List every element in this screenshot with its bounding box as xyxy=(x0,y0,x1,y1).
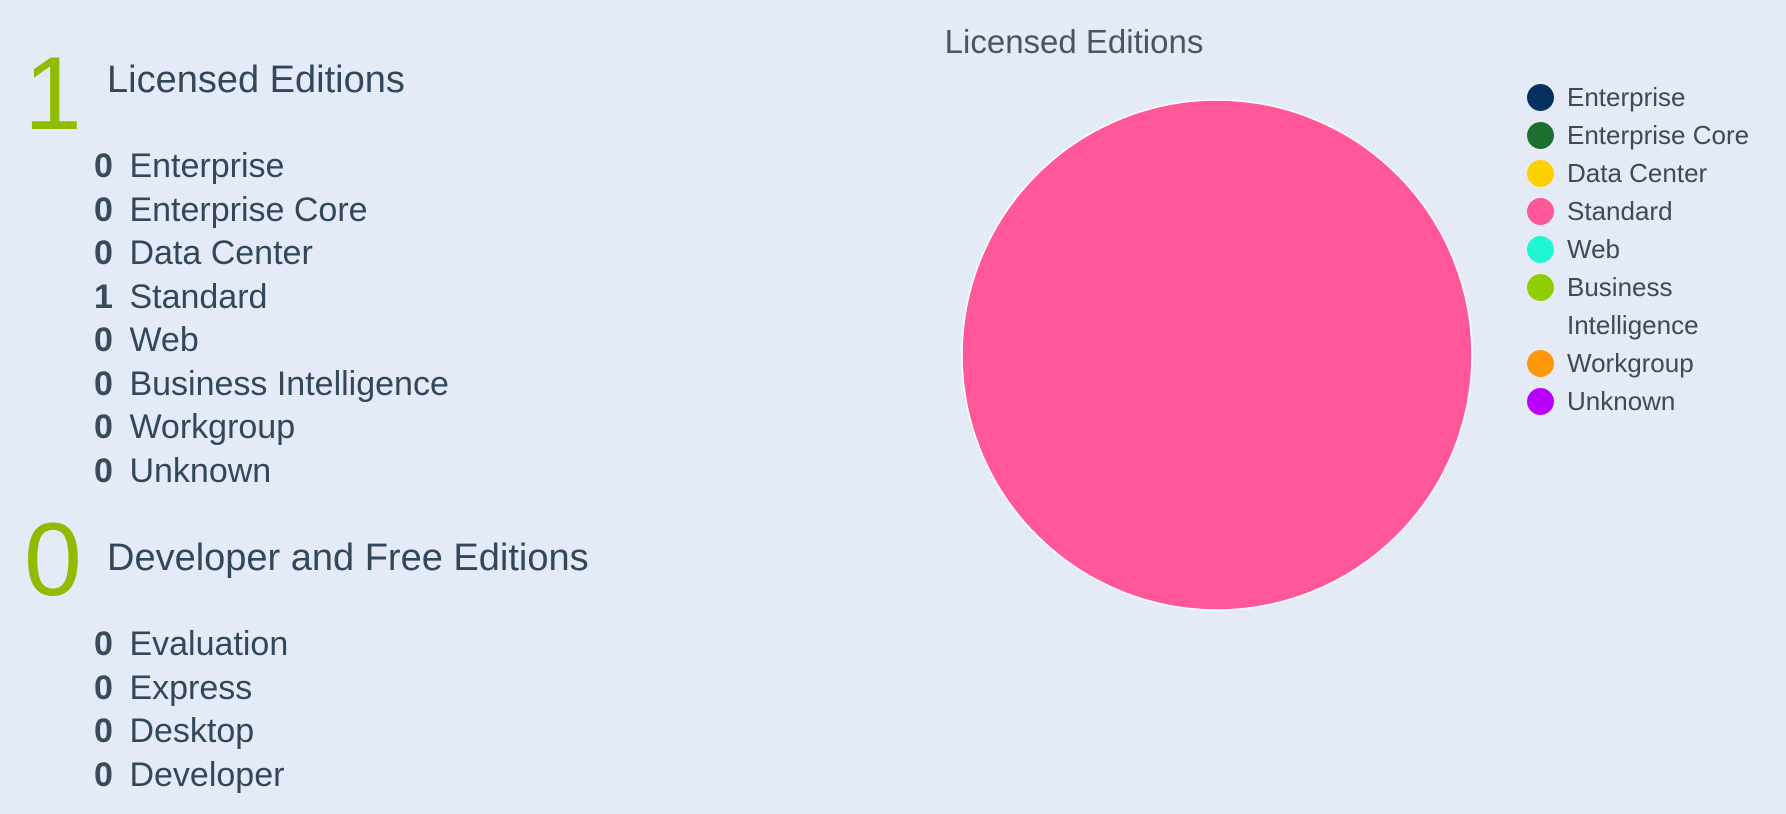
legend-item-workgroup[interactable]: Workgroup xyxy=(1525,344,1777,382)
legend-label: Unknown xyxy=(1567,386,1676,416)
edition-label: Desktop xyxy=(129,712,255,750)
edition-count: 1 xyxy=(94,277,113,316)
edition-count: 0 xyxy=(94,147,113,185)
legend-item-unknown[interactable]: Unknown xyxy=(1525,382,1777,420)
list-item: 0 Developer xyxy=(94,754,288,798)
legend-item-data-center[interactable]: Data Center xyxy=(1525,154,1777,192)
legend-swatch xyxy=(1527,160,1554,187)
legend-swatch xyxy=(1527,388,1554,415)
edition-label: Developer xyxy=(129,755,285,794)
edition-count: 0 xyxy=(94,321,113,359)
list-item: 0 Express xyxy=(94,667,288,711)
licensed-edition-list: 0 Enterprise 0 Enterprise Core 0 Data Ce… xyxy=(94,145,449,493)
legend-item-enterprise-core[interactable]: Enterprise Core xyxy=(1525,116,1777,154)
list-item: 0 Workgroup xyxy=(94,406,449,450)
pie-chart xyxy=(961,99,1473,611)
edition-label: Business Intelligence xyxy=(129,364,449,403)
edition-count: 0 xyxy=(94,190,113,229)
list-item: 0 Business Intelligence xyxy=(94,363,449,407)
legend-label: Enterprise xyxy=(1567,82,1686,112)
edition-label: Unknown xyxy=(129,451,272,490)
list-item: 0 Web xyxy=(94,319,449,363)
legend-label: Standard xyxy=(1567,196,1673,226)
edition-count: 0 xyxy=(94,364,113,403)
chart-title: Licensed Editions xyxy=(944,23,1204,60)
edition-label: Workgroup xyxy=(129,408,296,446)
edition-summary: 1 Licensed Editions 0 Enterprise 0 Enter… xyxy=(0,0,800,814)
pie-slice-standard[interactable] xyxy=(961,99,1473,611)
licensed-title: Licensed Editions xyxy=(107,59,405,101)
edition-label: Web xyxy=(129,321,199,359)
legend-swatch xyxy=(1527,84,1554,111)
legend-label: Enterprise Core xyxy=(1567,120,1750,150)
edition-count: 0 xyxy=(94,755,113,794)
edition-count: 0 xyxy=(94,668,113,707)
edition-count: 0 xyxy=(94,408,113,446)
legend-swatch xyxy=(1527,122,1554,149)
legend-label: Web xyxy=(1567,234,1620,264)
edition-label: Enterprise xyxy=(129,147,285,185)
edition-count: 0 xyxy=(94,451,113,490)
legend-item-enterprise[interactable]: Enterprise xyxy=(1525,78,1777,116)
list-item: 0 Data Center xyxy=(94,232,449,276)
edition-label: Data Center xyxy=(129,234,313,272)
edition-count: 0 xyxy=(94,712,113,750)
legend-item-standard[interactable]: Standard xyxy=(1525,192,1777,230)
legend-label: Business Intelligence xyxy=(1567,272,1699,340)
legend-swatch xyxy=(1527,350,1554,377)
list-item: 0 Evaluation xyxy=(94,623,288,667)
legend-swatch xyxy=(1527,274,1554,301)
edition-label: Evaluation xyxy=(129,625,289,663)
legend-label: Workgroup xyxy=(1567,348,1694,378)
legend-swatch xyxy=(1527,198,1554,225)
licensed-total: 1 xyxy=(24,36,82,152)
list-item: 1 Standard xyxy=(94,276,449,320)
edition-label: Standard xyxy=(129,277,268,316)
legend-item-business-intelligence[interactable]: Business Intelligence xyxy=(1525,268,1777,344)
legend-swatch xyxy=(1527,236,1554,263)
legend-label: Data Center xyxy=(1567,158,1708,188)
free-edition-list: 0 Evaluation 0 Express 0 Desktop 0 Devel… xyxy=(94,623,288,797)
free-total: 0 xyxy=(24,502,82,618)
edition-count: 0 xyxy=(94,625,113,663)
list-item: 0 Unknown xyxy=(94,450,449,494)
legend-item-web[interactable]: Web xyxy=(1525,230,1777,268)
chart-legend: Enterprise Enterprise Core Data Center Stan… xyxy=(1525,78,1777,420)
free-title: Developer and Free Editions xyxy=(107,537,589,579)
list-item: 0 Desktop xyxy=(94,710,288,754)
edition-label: Express xyxy=(129,668,253,707)
list-item: 0 Enterprise xyxy=(94,145,449,189)
licensed-editions-chart: Licensed Editions Enterprise Enterprise C… xyxy=(900,0,1786,814)
list-item: 0 Enterprise Core xyxy=(94,189,449,233)
edition-label: Enterprise Core xyxy=(129,190,368,229)
edition-count: 0 xyxy=(94,234,113,272)
